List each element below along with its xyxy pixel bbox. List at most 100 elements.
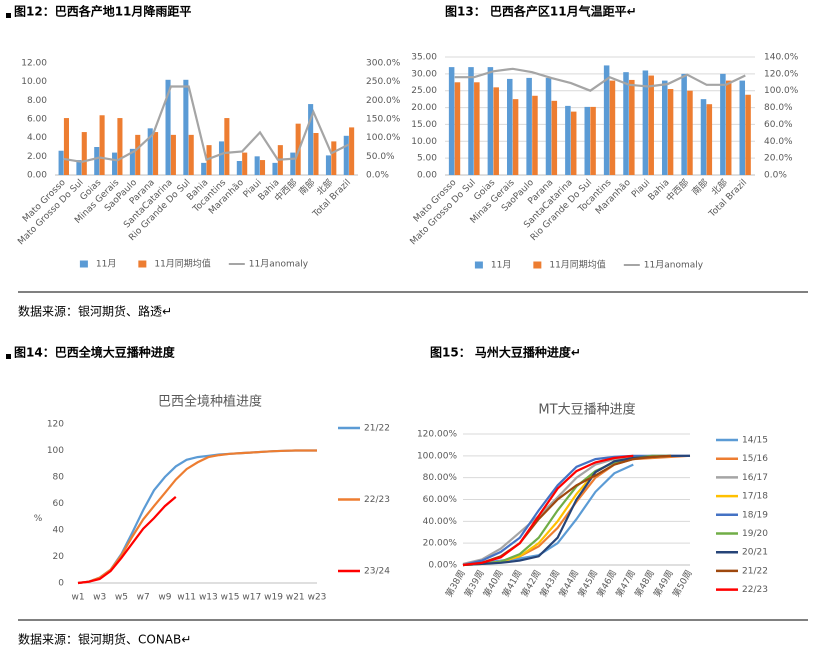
- x-tick-label: 中西部: [663, 176, 691, 204]
- legend-label: 11月anomaly: [249, 259, 309, 270]
- legend-swatch: [79, 260, 88, 268]
- bar: [662, 80, 668, 175]
- chart-title: MT大豆播种进度: [538, 402, 635, 418]
- bar: [236, 161, 242, 175]
- heading: 图13： 巴西各产区11月气温距平↵: [445, 4, 637, 19]
- bar: [349, 127, 355, 175]
- y-tick-label: 10.00: [21, 77, 47, 87]
- legend-label: 21/22: [742, 566, 768, 576]
- legend-swatch: [474, 261, 483, 269]
- bar: [94, 147, 100, 175]
- bar: [272, 162, 278, 175]
- y-tick-label: 15.00: [411, 120, 437, 130]
- y-tick-label: 35.00: [411, 53, 437, 63]
- legend-label: 23/24: [364, 567, 390, 577]
- bar: [642, 70, 649, 175]
- y2-tick-label: 60.0%: [764, 120, 793, 130]
- x-tick-label: w5: [115, 593, 128, 603]
- y-tick-label: 8.00: [27, 96, 47, 106]
- bar: [681, 73, 687, 175]
- heading: 图12：巴西各产地11月降雨距平: [14, 4, 191, 19]
- bar: [99, 115, 105, 175]
- bar: [153, 132, 159, 175]
- bar: [117, 118, 123, 175]
- y2-tick-label: 140.0%: [764, 53, 799, 63]
- y-tick-label: 12.00: [21, 59, 47, 69]
- y2-tick-label: 40.0%: [764, 137, 793, 147]
- bar: [259, 160, 266, 175]
- y-tick-label: 20.00%: [423, 539, 458, 549]
- y2-tick-label: 0.0%: [764, 171, 787, 181]
- bar: [532, 95, 538, 175]
- series-line: [77, 496, 177, 585]
- series-line: [77, 449, 317, 585]
- bar: [58, 150, 64, 175]
- y-tick-label: 30.00: [411, 69, 437, 79]
- series-line: [462, 463, 634, 567]
- bar: [165, 79, 171, 175]
- bar: [147, 128, 153, 175]
- x-tick-label: w13: [199, 593, 218, 603]
- bar: [745, 94, 751, 175]
- series-line: [462, 454, 672, 567]
- legend-label: 18/19: [742, 510, 768, 520]
- chart-title: 巴西全境种植进度: [158, 394, 262, 410]
- bar: [201, 162, 207, 175]
- bar: [565, 105, 571, 175]
- bullet: [6, 354, 11, 359]
- bar: [448, 67, 455, 175]
- bar: [331, 141, 337, 175]
- x-tick-label: w3: [93, 593, 106, 603]
- legend-label: 11月anomaly: [644, 260, 704, 271]
- bullet: [6, 13, 11, 18]
- x-tick-label: w11: [177, 593, 196, 603]
- x-tick-label: w23: [308, 593, 327, 603]
- heading: 图14：巴西全境大豆播种进度: [14, 345, 176, 360]
- y-tick-label: 120: [47, 420, 64, 430]
- bar: [493, 87, 499, 175]
- bar: [254, 156, 260, 175]
- y-tick-label: 20.00: [411, 103, 437, 113]
- bar: [507, 78, 513, 175]
- heading: 图15： 马州大豆播种进度↵: [430, 345, 581, 360]
- bar: [526, 77, 532, 175]
- y-tick-label: 100: [47, 446, 64, 456]
- y-tick-label: 0: [58, 579, 64, 589]
- legend-label: 15/16: [742, 454, 768, 464]
- bar: [76, 160, 82, 175]
- series-line: [454, 67, 746, 92]
- y-tick-label: 5.00: [417, 154, 437, 164]
- bar: [720, 73, 726, 175]
- y2-tick-label: 100.0%: [366, 133, 401, 143]
- y2-tick-label: 50.0%: [366, 152, 395, 162]
- series-line: [462, 454, 634, 567]
- bar: [135, 134, 141, 175]
- x-tick-label: w1: [71, 593, 84, 603]
- x-tick-label: w17: [242, 593, 261, 603]
- x-tick-label: w9: [158, 593, 171, 603]
- y-tick-label: 25.00: [411, 86, 437, 96]
- y-tick-label: 20: [53, 552, 65, 562]
- y-tick-label: 0.00%: [428, 561, 457, 571]
- y-tick-label: 4.00: [27, 133, 47, 143]
- y-tick-label: 100.00%: [417, 451, 457, 461]
- y-tick-label: 40: [53, 526, 65, 536]
- legend-label: 19/20: [742, 529, 768, 539]
- legend-swatch: [533, 261, 542, 269]
- x-tick-label: 南部: [689, 176, 710, 197]
- legend-label: 22/23: [364, 495, 390, 505]
- legend-label: 20/21: [742, 548, 768, 558]
- bar: [206, 145, 212, 175]
- y2-tick-label: 300.0%: [366, 59, 401, 69]
- series-line: [77, 449, 317, 585]
- y2-tick-label: 100.0%: [764, 86, 799, 96]
- bar: [603, 65, 610, 175]
- bar: [667, 89, 674, 175]
- source: 数据来源：银河期货、路透↵: [18, 304, 172, 319]
- bar: [188, 134, 194, 175]
- legend-label: 11月同期均值: [154, 258, 210, 270]
- series-line: [462, 454, 672, 565]
- y-tick-label: 6.00: [27, 115, 47, 125]
- bar: [545, 77, 552, 175]
- legend-label: 17/18: [742, 492, 768, 502]
